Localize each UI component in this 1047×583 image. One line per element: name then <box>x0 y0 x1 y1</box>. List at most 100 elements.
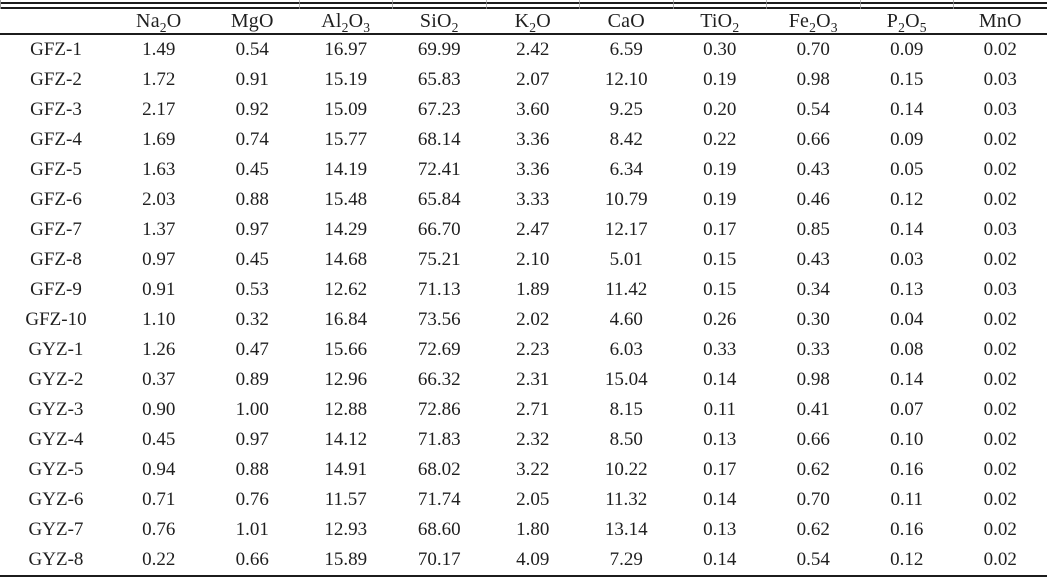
value-cell-sio2: 68.60 <box>417 519 461 540</box>
column-header-p2o5: P2O5 <box>860 9 954 35</box>
value-cell-na2o: 0.90 <box>142 399 176 420</box>
value-cell-fe2o3: 0.33 <box>796 339 830 360</box>
value-cell-cao: 11.42 <box>605 279 648 300</box>
value-cell-sio2: 72.69 <box>417 339 461 360</box>
column-header-mgo: MgO <box>205 9 299 35</box>
value-cell-tio2: 0.14 <box>703 369 737 390</box>
column-header-al2o3: Al2O3 <box>299 9 393 35</box>
table-row: GFZ-10 1.10 0.32 16.84 73.56 2.02 4.60 0… <box>0 305 1047 335</box>
value-cell-mgo: 0.45 <box>235 249 269 270</box>
value-cell-mgo: 0.47 <box>235 339 269 360</box>
value-cell-sio2: 65.84 <box>417 189 461 210</box>
column-divider-tick <box>486 0 487 9</box>
table-row: GFZ-7 1.37 0.97 14.29 66.70 2.47 12.17 0… <box>0 215 1047 245</box>
header-row: Na2O MgO Al2O3 SiO2 K2O CaO TiO2 Fe2O3 P… <box>0 9 1047 35</box>
value-cell-fe2o3: 0.54 <box>796 99 830 120</box>
value-cell-cao: 6.59 <box>609 39 643 60</box>
value-cell-mno: 0.03 <box>983 219 1017 240</box>
table-row: GFZ-4 1.69 0.74 15.77 68.14 3.36 8.42 0.… <box>0 125 1047 155</box>
value-cell-k2o: 1.80 <box>516 519 550 540</box>
value-cell-mgo: 0.88 <box>235 459 269 480</box>
value-cell-tio2: 0.33 <box>703 339 737 360</box>
value-cell-cao: 7.29 <box>579 545 673 577</box>
sample-id-cell: GFZ-1 <box>30 39 82 60</box>
value-cell-mno: 0.02 <box>953 545 1047 577</box>
value-cell-k2o: 2.47 <box>516 219 550 240</box>
column-divider-tick <box>766 0 767 9</box>
value-cell-sio2: 71.74 <box>417 489 461 510</box>
value-cell-k2o: 2.42 <box>516 39 550 60</box>
value-cell-mgo: 0.76 <box>235 489 269 510</box>
value-cell-cao: 12.10 <box>604 69 648 90</box>
value-cell-p2o5: 0.14 <box>890 369 924 390</box>
value-cell-p2o5: 0.11 <box>890 489 924 510</box>
sample-id-cell: GFZ-6 <box>30 189 82 210</box>
sample-id-cell: GFZ-4 <box>30 129 82 150</box>
value-cell-p2o5: 0.16 <box>890 519 924 540</box>
sample-id-cell: GYZ-7 <box>28 519 84 540</box>
value-cell-mgo: 0.74 <box>235 129 269 150</box>
value-cell-sio2: 72.86 <box>417 399 461 420</box>
sample-id-cell: GYZ-8 <box>0 545 112 577</box>
table-body: GFZ-1 1.49 0.54 16.97 69.99 2.42 6.59 0.… <box>0 34 1047 577</box>
value-cell-fe2o3: 0.43 <box>796 159 830 180</box>
value-cell-tio2: 0.13 <box>703 519 737 540</box>
value-cell-tio2: 0.15 <box>703 279 737 300</box>
column-header-sio2: SiO2 <box>392 9 486 35</box>
column-divider-tick <box>673 0 674 9</box>
value-cell-na2o: 1.72 <box>142 69 176 90</box>
value-cell-tio2: 0.22 <box>703 129 737 150</box>
value-cell-tio2: 0.13 <box>703 429 737 450</box>
table-row: GFZ-5 1.63 0.45 14.19 72.41 3.36 6.34 0.… <box>0 155 1047 185</box>
value-cell-na2o: 0.97 <box>142 249 176 270</box>
value-cell-k2o: 2.07 <box>516 69 550 90</box>
value-cell-p2o5: 0.03 <box>890 249 924 270</box>
value-cell-al2o3: 16.84 <box>324 309 368 330</box>
value-cell-na2o: 0.45 <box>142 429 176 450</box>
sample-id-cell: GFZ-8 <box>30 249 82 270</box>
value-cell-tio2: 0.19 <box>703 69 737 90</box>
value-cell-p2o5: 0.12 <box>890 189 924 210</box>
value-cell-mgo: 0.89 <box>235 369 269 390</box>
value-cell-p2o5: 0.09 <box>890 39 924 60</box>
value-cell-p2o5: 0.14 <box>890 99 924 120</box>
value-cell-mgo: 0.97 <box>235 429 269 450</box>
column-divider-tick <box>299 0 300 9</box>
table-top-rule-outer <box>0 2 1047 4</box>
value-cell-fe2o3: 0.46 <box>796 189 830 210</box>
value-cell-sio2: 69.99 <box>417 39 461 60</box>
value-cell-tio2: 0.19 <box>703 159 737 180</box>
value-cell-mno: 0.03 <box>983 279 1017 300</box>
value-cell-al2o3: 16.97 <box>324 39 368 60</box>
column-divider-tick <box>0 0 1 9</box>
sample-id-cell: GYZ-3 <box>28 399 84 420</box>
value-cell-cao: 4.60 <box>609 309 643 330</box>
value-cell-na2o: 0.22 <box>112 545 206 577</box>
table-row: GYZ-2 0.37 0.89 12.96 66.32 2.31 15.04 0… <box>0 365 1047 395</box>
value-cell-al2o3: 15.66 <box>324 339 368 360</box>
value-cell-mno: 0.02 <box>983 519 1017 540</box>
column-divider-tick <box>392 0 393 9</box>
value-cell-cao: 15.04 <box>604 369 648 390</box>
value-cell-mgo: 0.92 <box>235 99 269 120</box>
value-cell-tio2: 0.14 <box>673 545 767 577</box>
column-divider-tick <box>579 0 580 9</box>
value-cell-cao: 13.14 <box>604 519 648 540</box>
table-row: GYZ-3 0.90 1.00 12.88 72.86 2.71 8.15 0.… <box>0 395 1047 425</box>
value-cell-tio2: 0.26 <box>703 309 737 330</box>
value-cell-na2o: 0.37 <box>142 369 176 390</box>
value-cell-fe2o3: 0.62 <box>796 459 830 480</box>
value-cell-k2o: 3.22 <box>516 459 550 480</box>
value-cell-tio2: 0.30 <box>703 39 737 60</box>
value-cell-k2o: 2.71 <box>516 399 550 420</box>
value-cell-tio2: 0.15 <box>703 249 737 270</box>
value-cell-k2o: 2.31 <box>516 369 550 390</box>
column-header-fe2o3: Fe2O3 <box>766 9 860 35</box>
value-cell-p2o5: 0.12 <box>860 545 954 577</box>
value-cell-tio2: 0.17 <box>703 219 737 240</box>
value-cell-cao: 6.03 <box>609 339 643 360</box>
column-divider-tick <box>860 0 861 9</box>
sample-id-cell: GYZ-5 <box>28 459 84 480</box>
value-cell-sio2: 71.13 <box>417 279 461 300</box>
